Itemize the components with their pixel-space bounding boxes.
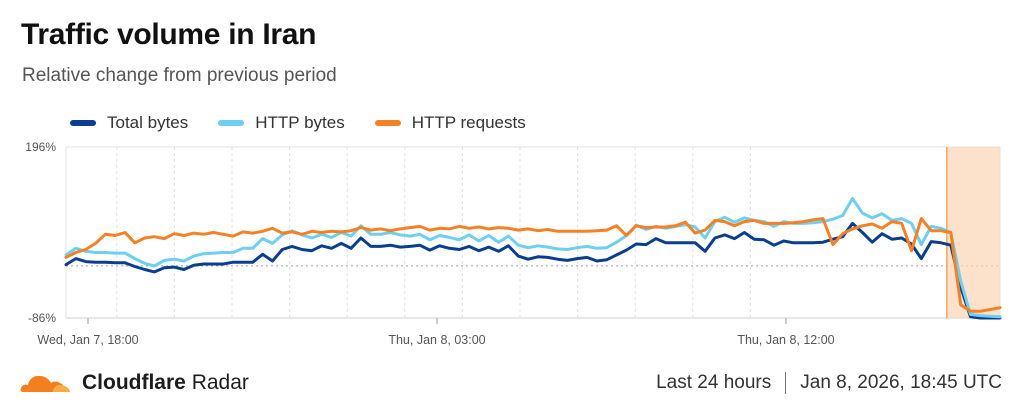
divider (785, 372, 787, 394)
footer-meta: Last 24 hours Jan 8, 2026, 18:45 UTC (656, 372, 1002, 394)
legend-swatch-http-requests (374, 120, 401, 126)
chart-title: Traffic volume in Iran (21, 18, 317, 51)
series-line-http-requests (64, 217, 1002, 313)
series-layer (64, 197, 1002, 320)
legend: Total bytes HTTP bytes HTTP requests (70, 113, 556, 133)
x-tick-label: Thu, Jan 8, 12:00 (737, 333, 834, 347)
highlight-layer (946, 147, 1000, 318)
cloudflare-logo[interactable]: Cloudflare Radar (20, 370, 249, 396)
brand-product: Radar (191, 371, 249, 394)
timestamp: Jan 8, 2026, 18:45 UTC (800, 372, 1002, 393)
line-chart[interactable]: 196% -86% Wed, Jan 7, 18:00 Thu, Jan 8, 03:… (0, 130, 1024, 350)
series-line-http-bytes (64, 197, 1002, 319)
cloud-icon (20, 375, 70, 392)
brand-name: Cloudflare (82, 371, 186, 394)
legend-item-http-requests[interactable]: HTTP requests (374, 113, 526, 133)
legend-label-http-bytes: HTTP bytes (255, 113, 345, 132)
time-range: Last 24 hours (656, 372, 772, 393)
legend-swatch-http-bytes (218, 120, 245, 126)
legend-label-total-bytes: Total bytes (107, 113, 189, 132)
legend-label-http-requests: HTTP requests (411, 113, 526, 132)
axis-layer: 196% -86% Wed, Jan 7, 18:00 Thu, Jan 8, 03:… (25, 140, 834, 347)
y-tick-label: 196% (25, 140, 56, 154)
legend-item-total-bytes[interactable]: Total bytes (70, 113, 188, 133)
legend-swatch-total-bytes (70, 120, 96, 126)
x-tick-label: Thu, Jan 8, 03:00 (388, 333, 485, 347)
x-tick-label: Wed, Jan 7, 18:00 (37, 333, 138, 347)
chart-subtitle: Relative change from previous period (22, 65, 337, 86)
highlight-region (946, 147, 1000, 318)
series-line-total-bytes (64, 221, 1002, 320)
y-tick-label: -86% (28, 311, 56, 325)
legend-item-http-bytes[interactable]: HTTP bytes (218, 113, 345, 133)
